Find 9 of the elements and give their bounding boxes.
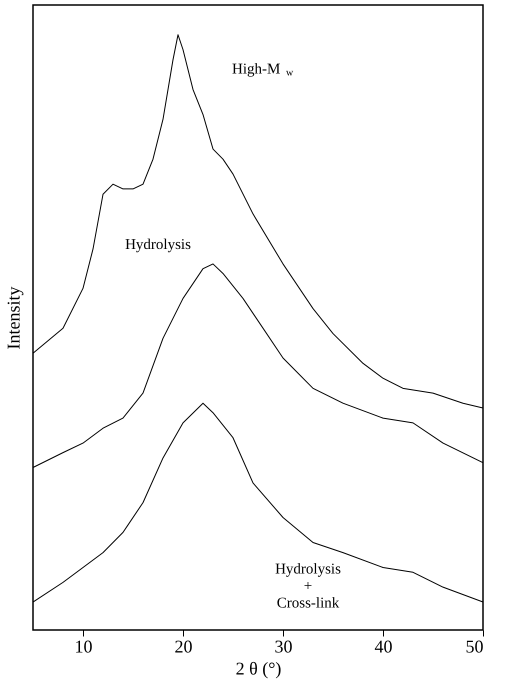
x-tick-label: 30 — [274, 636, 292, 656]
series-label: Hydrolysis — [125, 237, 192, 254]
x-tick-label: 40 — [374, 636, 392, 656]
x-tick-label: 50 — [466, 636, 484, 656]
x-tick-label: 20 — [174, 636, 192, 656]
series-label: Hydrolysis + Cross-link — [275, 562, 342, 612]
x-tick-label: 10 — [74, 636, 92, 656]
x-axis-title: 2 θ (°) — [236, 658, 282, 678]
y-axis-title: Intensity — [4, 286, 24, 350]
